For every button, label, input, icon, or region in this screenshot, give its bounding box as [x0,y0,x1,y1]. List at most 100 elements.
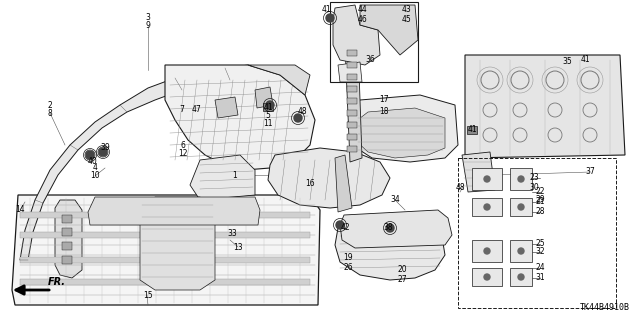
Text: 41: 41 [467,125,477,134]
Text: 24: 24 [535,263,545,273]
Text: 12: 12 [179,148,188,157]
Circle shape [87,152,93,158]
Text: 44: 44 [358,5,368,14]
Polygon shape [20,232,310,238]
Polygon shape [255,87,273,108]
Polygon shape [20,257,310,263]
Text: 27: 27 [397,276,407,284]
Text: 47: 47 [192,106,202,115]
Text: 36: 36 [365,55,375,65]
Circle shape [100,149,106,155]
Text: 1: 1 [232,171,237,180]
Text: 8: 8 [47,108,52,117]
Text: 48: 48 [455,183,465,193]
Text: 11: 11 [263,118,273,127]
Polygon shape [347,50,357,56]
Text: 10: 10 [90,172,100,180]
Polygon shape [335,215,445,280]
Bar [458,158,616,308]
Text: 16: 16 [305,179,315,188]
Bar [263,103,273,111]
Text: 5: 5 [266,110,271,119]
Circle shape [99,148,107,156]
Circle shape [266,101,274,109]
Polygon shape [465,55,625,158]
Text: 2: 2 [47,100,52,109]
Polygon shape [360,5,418,55]
Text: 46: 46 [358,15,368,25]
Text: 40: 40 [87,157,97,166]
Text: 14: 14 [15,205,25,214]
Text: 22: 22 [535,188,545,196]
Polygon shape [140,197,215,290]
Text: 37: 37 [585,167,595,177]
Polygon shape [88,197,260,225]
Text: 31: 31 [535,274,545,283]
Polygon shape [20,212,310,218]
Polygon shape [345,42,362,162]
Text: 15: 15 [143,291,153,300]
Text: 23: 23 [529,173,539,182]
Polygon shape [347,74,357,80]
Text: TK44B4910B: TK44B4910B [580,303,630,312]
Polygon shape [190,155,255,200]
Polygon shape [165,65,315,170]
Polygon shape [268,148,390,208]
Polygon shape [347,98,357,104]
Text: 33: 33 [227,228,237,237]
Bar [510,198,532,216]
Text: 29: 29 [535,196,545,204]
Polygon shape [347,86,357,92]
Circle shape [484,176,490,182]
Text: 41: 41 [321,5,331,14]
Polygon shape [355,108,445,158]
Polygon shape [20,65,248,260]
Text: 18: 18 [380,108,388,116]
Text: 41: 41 [263,102,273,111]
Circle shape [518,248,524,254]
Circle shape [326,14,334,22]
Bar [472,168,502,190]
Polygon shape [347,146,357,152]
Polygon shape [20,279,310,285]
Bar [510,168,532,190]
Text: 19: 19 [343,253,353,262]
Polygon shape [215,97,238,118]
Text: 20: 20 [397,266,407,275]
Polygon shape [347,122,357,128]
Circle shape [518,176,524,182]
Polygon shape [335,155,352,212]
Text: 35: 35 [562,58,572,67]
Text: 4: 4 [93,164,97,172]
Text: 3: 3 [145,13,150,22]
Text: 25: 25 [535,239,545,249]
Text: 26: 26 [343,263,353,273]
Text: 43: 43 [402,5,412,14]
Polygon shape [62,215,72,223]
Bar [330,2,418,82]
Polygon shape [347,134,357,140]
Polygon shape [347,110,357,116]
Text: 41: 41 [580,55,590,65]
Text: 28: 28 [535,207,545,217]
Text: 21: 21 [535,197,545,206]
Text: 13: 13 [233,243,243,252]
Text: FR.: FR. [48,277,66,287]
Polygon shape [348,95,458,162]
Text: 7: 7 [180,106,184,115]
Text: 48: 48 [297,108,307,116]
Circle shape [294,114,302,122]
Text: 38: 38 [383,223,393,233]
Circle shape [484,248,490,254]
Polygon shape [462,152,495,192]
Polygon shape [55,200,82,278]
Circle shape [518,204,524,210]
Polygon shape [62,256,72,264]
Polygon shape [338,62,362,82]
Bar [472,198,502,216]
Polygon shape [62,242,72,250]
Text: 17: 17 [379,95,389,105]
Text: 42: 42 [340,223,350,233]
Bar [510,240,532,262]
Polygon shape [333,5,380,65]
